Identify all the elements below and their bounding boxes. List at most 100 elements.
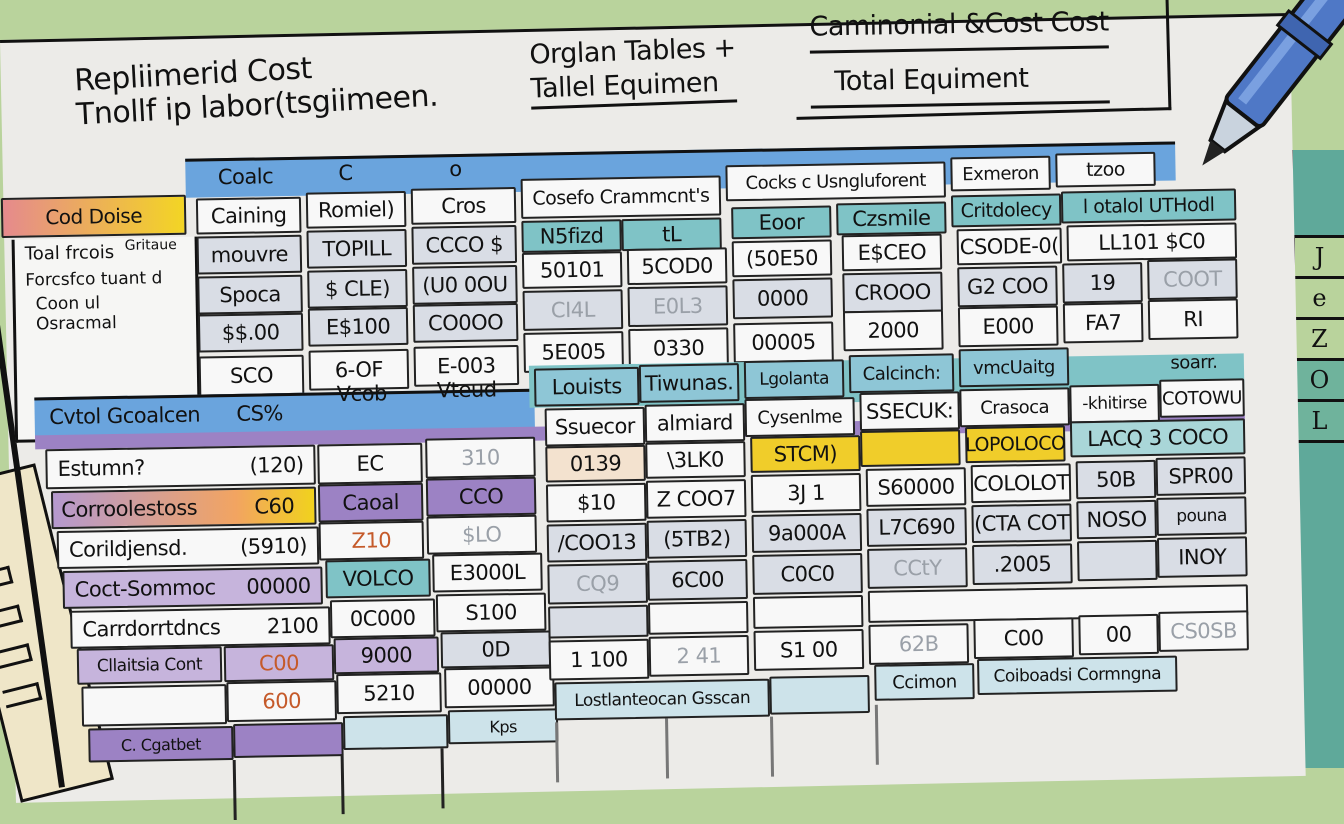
table-cell[interactable]: C0C0 (752, 553, 863, 595)
table-cell[interactable]: CROOO (842, 271, 943, 314)
col-header[interactable]: Exmeron (950, 155, 1051, 192)
table-cell[interactable]: Z10 (318, 520, 425, 561)
table-cell[interactable]: pouna (1156, 496, 1247, 536)
table-cell[interactable]: CCtY (867, 547, 968, 589)
table-cell[interactable]: 0C000 (329, 598, 436, 639)
col-header[interactable]: almiard (644, 403, 746, 443)
table-cell[interactable]: TOPILL (306, 228, 408, 269)
table-cell[interactable]: E$CEO (841, 233, 943, 272)
table-cell[interactable]: C00 (223, 644, 335, 683)
table-cell[interactable]: 2000 (842, 309, 944, 352)
summary-label[interactable]: Lgolanta (743, 359, 845, 400)
table-cell[interactable]: VOLCO (325, 558, 431, 599)
footer-label[interactable]: Lostlanteocan Gsscan (554, 678, 771, 721)
table-cell[interactable]: LACQ 3 COCO (1069, 418, 1246, 458)
table-cell[interactable]: E$100 (307, 306, 409, 347)
summary-label[interactable]: Vteud (436, 377, 497, 403)
table-cell[interactable]: 5210 (336, 672, 442, 715)
col-header[interactable]: Cocks c Usngluforent (725, 161, 946, 202)
table-cell[interactable]: CO0OO (412, 302, 519, 343)
table-cell[interactable]: Czsmile (836, 201, 947, 236)
table-cell[interactable]: 600 (226, 680, 338, 723)
table-cell[interactable]: Kps (447, 708, 559, 745)
table-cell[interactable]: SCO (198, 354, 305, 397)
table-cell[interactable]: CSODE-0( (956, 227, 1063, 266)
table-cell[interactable]: S60000 (865, 467, 967, 507)
table-cell[interactable] (1076, 539, 1158, 582)
subheader[interactable]: Caining (195, 196, 302, 235)
table-cell[interactable]: $$.00 (197, 312, 304, 353)
table-cell[interactable]: C00 (973, 617, 1075, 660)
table-cell[interactable] (548, 604, 649, 639)
table-cell[interactable]: E0L3 (627, 285, 729, 328)
table-row[interactable]: Corildjensd. (5910) (56, 526, 320, 570)
col-header[interactable]: C (338, 160, 353, 186)
table-row[interactable]: Estumn? (120) (45, 444, 316, 490)
summary-label[interactable]: Calcinch: (848, 353, 955, 394)
table-cell[interactable]: CCCO $ (411, 224, 518, 265)
col-header[interactable]: tzoo (1055, 151, 1156, 188)
table-cell[interactable]: E000 (957, 305, 1059, 348)
table-cell[interactable]: 00000 (444, 666, 555, 709)
col-header[interactable]: COTOWU (1159, 378, 1245, 418)
table-cell[interactable]: Cllaitsia Cont (76, 646, 223, 685)
table-cell[interactable] (648, 601, 749, 635)
table-cell[interactable] (860, 429, 961, 468)
table-cell[interactable] (81, 684, 228, 727)
table-cell[interactable]: S100 (435, 592, 547, 633)
category-header[interactable]: Cod Doise (0, 194, 187, 238)
table-cell[interactable]: 9000 (333, 636, 440, 675)
table-cell[interactable]: L7C690 (866, 507, 968, 547)
table-cell[interactable]: tL (621, 217, 722, 252)
table-cell[interactable]: 50101 (521, 251, 623, 289)
table-cell[interactable] (342, 714, 449, 751)
table-cell[interactable]: COLOLOT (970, 463, 1072, 504)
table-cell[interactable]: /COO13 (546, 522, 648, 563)
table-cell[interactable]: E3000L (432, 552, 543, 593)
table-cell[interactable]: 0139 (545, 444, 646, 483)
col-header[interactable]: -khitirse (1069, 383, 1160, 424)
table-cell[interactable]: Eoor (731, 205, 832, 240)
table-cell[interactable]: STCM) (750, 435, 861, 473)
table-cell[interactable]: $LO (426, 514, 538, 555)
table-cell[interactable]: 3J 1 (750, 473, 862, 513)
table-cell[interactable] (233, 722, 344, 759)
table-cell[interactable]: 5COD0 (626, 247, 728, 286)
summary-label[interactable]: soarr. (1170, 351, 1218, 374)
table-cell[interactable]: mouvre (196, 234, 303, 275)
table-row[interactable]: Corroolestoss C60 (50, 486, 317, 530)
col-header[interactable]: o (449, 156, 462, 182)
col-header[interactable]: Crasoca (959, 387, 1070, 428)
col-header[interactable]: Cosefo Crammcnt's (520, 175, 722, 219)
table-cell[interactable]: 6C00 (647, 559, 748, 601)
table-cell[interactable]: 1 100 (548, 638, 650, 681)
col-header[interactable]: Coalc (217, 164, 274, 190)
summary-label[interactable]: vmcUaitg (958, 347, 1070, 388)
table-cell[interactable]: FA7 (1062, 302, 1144, 344)
side-tab[interactable]: e (1292, 276, 1344, 320)
table-row[interactable]: Carrdorrtdncs 2100 (70, 606, 331, 649)
footer-cell[interactable] (769, 674, 870, 715)
table-cell[interactable]: 62B (868, 623, 970, 665)
table-cell[interactable]: 0000 (732, 277, 834, 320)
table-cell[interactable]: (U0 0OU (412, 264, 518, 305)
table-cell[interactable] (752, 595, 864, 629)
summary-label[interactable]: Tiwunas. (638, 363, 740, 403)
table-cell[interactable]: 0D (440, 630, 552, 669)
summary-label[interactable]: Cvtol Gcoalcen (49, 402, 201, 430)
summary-label[interactable]: Vcob (336, 381, 388, 407)
footer-label[interactable]: Ccimon (874, 663, 975, 701)
col-header[interactable]: SSECUK: (859, 391, 961, 432)
table-cell[interactable]: 50B (1075, 459, 1157, 500)
col-header[interactable]: Ssuecor (544, 406, 646, 447)
table-cell[interactable]: 19 (1062, 262, 1143, 304)
table-cell[interactable]: INOY (1156, 536, 1248, 578)
table-cell[interactable]: Spoca (197, 274, 303, 315)
table-cell[interactable]: 9a000A (751, 513, 863, 553)
side-tab[interactable]: Z (1292, 317, 1344, 361)
table-cell[interactable]: COOT (1147, 258, 1238, 300)
table-cell[interactable]: CS0SB (1158, 610, 1249, 652)
table-cell[interactable]: 00 (1078, 613, 1159, 656)
table-cell[interactable]: G2 COO (957, 265, 1058, 308)
table-cell[interactable]: CI4L (522, 289, 624, 331)
